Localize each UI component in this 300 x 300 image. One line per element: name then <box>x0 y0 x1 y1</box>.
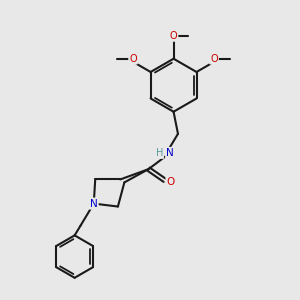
Text: H: H <box>156 148 163 158</box>
Text: O: O <box>210 54 218 64</box>
Text: O: O <box>170 31 177 41</box>
Text: N: N <box>166 148 174 158</box>
Text: O: O <box>129 54 137 64</box>
Text: O: O <box>167 177 175 187</box>
Text: N: N <box>90 199 98 208</box>
